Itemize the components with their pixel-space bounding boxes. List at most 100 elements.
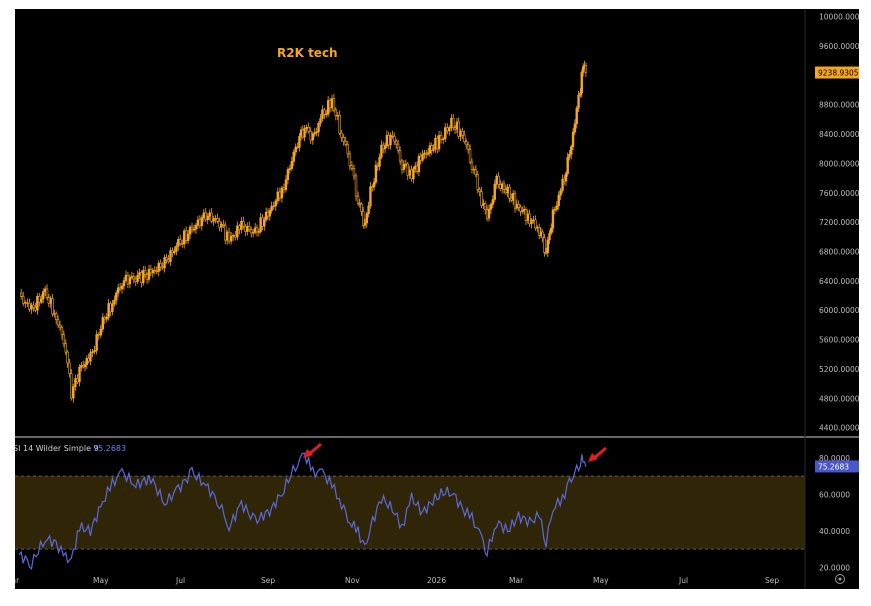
rsi-tick-label: 60.0000 bbox=[819, 490, 850, 499]
price-candle bbox=[109, 301, 112, 317]
price-candle bbox=[286, 167, 290, 185]
candle-body bbox=[270, 205, 273, 211]
price-candle bbox=[56, 315, 60, 329]
candle-body bbox=[242, 221, 245, 227]
price-candle bbox=[372, 178, 376, 191]
price-candle bbox=[163, 254, 166, 273]
price-candle bbox=[234, 230, 237, 241]
candle-body bbox=[171, 250, 174, 254]
candle-body bbox=[130, 276, 134, 278]
price-candle bbox=[196, 215, 200, 229]
price-candle bbox=[323, 107, 326, 120]
candle-body bbox=[404, 163, 408, 166]
candle-body bbox=[491, 199, 495, 205]
candle-body bbox=[107, 303, 110, 318]
chart-frame: 10000.00009600.00009200.00008800.0000840… bbox=[15, 9, 859, 589]
price-candle bbox=[391, 130, 394, 139]
price-candle bbox=[421, 149, 424, 163]
candle-body bbox=[251, 232, 255, 234]
price-candle bbox=[566, 152, 569, 177]
candle-body bbox=[468, 149, 472, 163]
candle-body bbox=[36, 295, 39, 311]
candle-body bbox=[311, 133, 314, 141]
price-candle bbox=[220, 221, 223, 232]
candle-body bbox=[561, 178, 564, 191]
candle-body bbox=[508, 186, 511, 199]
price-candle bbox=[363, 218, 367, 229]
candle-body bbox=[577, 94, 580, 109]
price-candle bbox=[22, 291, 25, 307]
candle-body bbox=[113, 299, 116, 305]
settings-icon[interactable] bbox=[835, 574, 845, 584]
candle-body bbox=[332, 98, 336, 111]
candle-body bbox=[528, 213, 531, 225]
candle-body bbox=[365, 213, 368, 224]
time-axis[interactable]: Mar May Jul Sep Nov 2026 Mar May Jul Sep bbox=[15, 576, 779, 585]
candle-body bbox=[93, 350, 96, 352]
candle-body bbox=[315, 131, 318, 133]
price-candle bbox=[573, 119, 577, 135]
candle-body bbox=[534, 219, 537, 229]
price-candle bbox=[561, 174, 564, 194]
candle-body bbox=[389, 135, 392, 146]
price-candle bbox=[186, 229, 190, 245]
candle-body bbox=[24, 302, 27, 304]
candle-body bbox=[354, 175, 358, 197]
candle-body bbox=[274, 200, 277, 207]
candle-body bbox=[380, 144, 383, 158]
candle-body bbox=[126, 274, 130, 285]
price-candle bbox=[362, 206, 365, 229]
price-candle bbox=[181, 239, 184, 248]
candle-body bbox=[463, 134, 466, 142]
candle-body bbox=[474, 169, 478, 176]
candle-body bbox=[103, 317, 106, 320]
rsi-tick-label: 40.0000 bbox=[819, 527, 850, 536]
time-tick-label: May bbox=[593, 576, 609, 585]
candle-body bbox=[573, 123, 577, 133]
candle-body bbox=[485, 209, 489, 219]
price-candle bbox=[278, 187, 282, 202]
price-candle bbox=[519, 204, 522, 217]
candle-body bbox=[188, 226, 192, 235]
candle-body bbox=[68, 362, 71, 374]
candle-body bbox=[238, 225, 241, 230]
price-candle bbox=[89, 349, 92, 366]
candle-body bbox=[400, 160, 404, 170]
candle-body bbox=[224, 225, 227, 241]
candle-body bbox=[519, 206, 522, 212]
price-candle bbox=[398, 146, 402, 165]
candle-body bbox=[149, 268, 153, 274]
price-candle bbox=[190, 222, 194, 233]
candle-body bbox=[51, 298, 54, 315]
price-candle bbox=[34, 302, 37, 313]
price-candle bbox=[231, 233, 235, 241]
candle-body bbox=[255, 227, 259, 233]
candle-body bbox=[342, 137, 345, 142]
candle-body bbox=[580, 72, 583, 94]
candle-body bbox=[190, 226, 194, 230]
price-candle bbox=[446, 123, 449, 135]
candle-body bbox=[334, 109, 338, 117]
price-candle bbox=[169, 247, 172, 266]
candle-body bbox=[493, 183, 496, 200]
price-candle bbox=[242, 216, 245, 230]
time-tick-label: Nov bbox=[345, 576, 360, 585]
candle-body bbox=[444, 127, 447, 140]
price-candle bbox=[40, 294, 43, 305]
candle-body bbox=[244, 226, 247, 232]
price-candle bbox=[457, 117, 460, 139]
candle-body bbox=[132, 276, 136, 280]
price-candle bbox=[138, 268, 141, 280]
price-candle bbox=[402, 159, 406, 173]
candle-body bbox=[206, 215, 209, 220]
price-candle bbox=[290, 156, 294, 172]
price-candle bbox=[448, 125, 451, 136]
candle-body bbox=[441, 138, 445, 141]
price-candle bbox=[194, 223, 198, 235]
candle-body bbox=[402, 164, 406, 170]
candle-body bbox=[134, 278, 137, 282]
candle-body bbox=[437, 135, 441, 150]
price-candle bbox=[224, 221, 227, 244]
price-candle bbox=[461, 127, 464, 140]
candle-body bbox=[374, 164, 378, 183]
